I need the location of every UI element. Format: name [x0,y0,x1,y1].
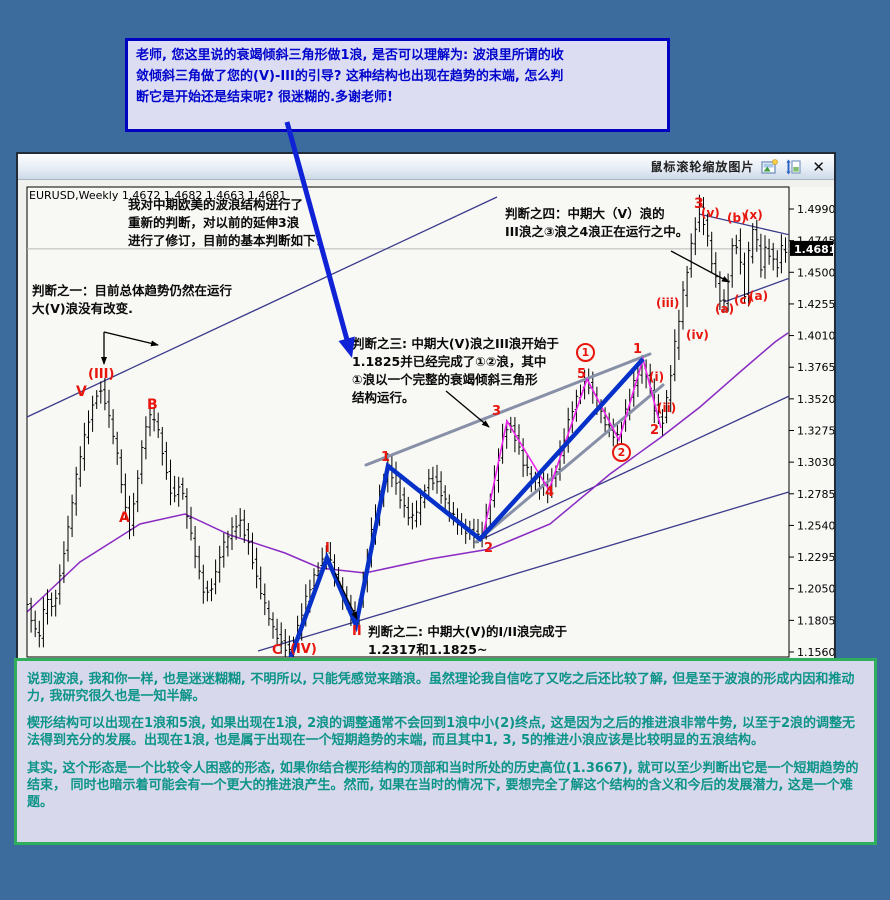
current-price-box: 1.4681 [794,243,834,256]
zoom-image-icon[interactable] [761,158,779,175]
price-tick: 1.1805 [797,614,834,627]
price-tick: 1.3520 [797,393,834,406]
note-intro: 我对中期欧美的波浪结构进行了 重新的判断，对以前的延伸3浪 进行了修订，目前的基… [128,197,329,249]
price-tick: 1.4255 [797,298,834,311]
price-tick: 1.1560 [797,646,834,658]
price-tick: 1.2050 [797,583,834,596]
question-box: 老师, 您这里说的衰竭倾斜三角形做1浪, 是否可以理解为: 波浪里所谓的收 敛倾… [125,38,670,132]
comment-panel: 说到波浪, 我和你一样, 也是迷迷糊糊, 不明所以, 只能凭感觉来踏浪。虽然理论… [14,658,877,845]
symbol-quote-line: EURUSD,Weekly 1.4672 1.4682 1.4663 1.468… [29,189,287,202]
note-judge2: 判断之二: 中期大(V)的I/II浪完成于 1.2317和1.1825~ [368,624,567,658]
window-titlebar[interactable]: 鼠标滚轮缩放图片 ✕ [18,154,834,180]
price-tick: 1.3765 [797,361,834,374]
comment-paragraph-3: 其实, 这个形态是一个比较令人困惑的形态, 如果你结合楔形结构的顶部和当时所处的… [27,760,859,810]
chart-canvas-area: 1.49901.47451.45001.42551.40101.37651.35… [18,180,834,658]
image-viewer-window: 鼠标滚轮缩放图片 ✕ 1.49901.47451.45001.42551.401… [16,152,836,658]
fit-height-icon[interactable] [785,159,802,175]
price-tick: 1.4990 [797,203,834,216]
price-tick: 1.2540 [797,519,834,532]
price-tick: 1.2295 [797,551,834,564]
comment-paragraph-1: 说到波浪, 我和你一样, 也是迷迷糊糊, 不明所以, 只能凭感觉来踏浪。虽然理论… [27,672,855,705]
price-tick: 1.4010 [797,330,834,343]
close-icon[interactable]: ✕ [812,157,825,176]
note-judge4: 判断之四：中期大（V）浪的 III浪之③浪之4浪正在运行之中。 [505,206,689,240]
price-tick: 1.3275 [797,424,834,437]
candlestick-chart: 1.49901.47451.45001.42551.40101.37651.35… [26,186,834,658]
window-title: 鼠标滚轮缩放图片 [650,160,755,174]
price-tick: 1.2785 [797,488,834,501]
note-judge1: 判断之一：目前总体趋势仍然在运行 大(V)浪没有改变. [32,283,233,317]
note-judge3: 判断之三: 中期大(V)浪之III浪开始于 1.1825并已经完成了①②浪，其中… [352,336,559,406]
comment-paragraph-2: 楔形结构可以出现在1浪和5浪, 如果出现在1浪, 2浪的调整通常不会回到1浪中小… [27,716,856,749]
question-text: 老师, 您这里说的衰竭倾斜三角形做1浪, 是否可以理解为: 波浪里所谓的收 敛倾… [136,48,564,105]
price-tick: 1.4500 [797,266,834,279]
price-tick: 1.3030 [797,456,834,469]
